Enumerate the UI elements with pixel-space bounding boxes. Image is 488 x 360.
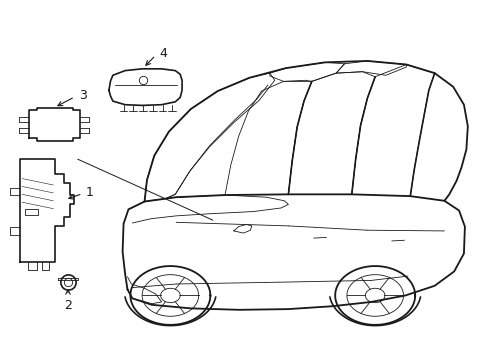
Text: 4: 4 — [159, 47, 167, 60]
Text: 3: 3 — [79, 89, 86, 102]
Text: 2: 2 — [64, 299, 72, 312]
Text: 1: 1 — [86, 186, 94, 199]
Bar — [25, 209, 38, 215]
